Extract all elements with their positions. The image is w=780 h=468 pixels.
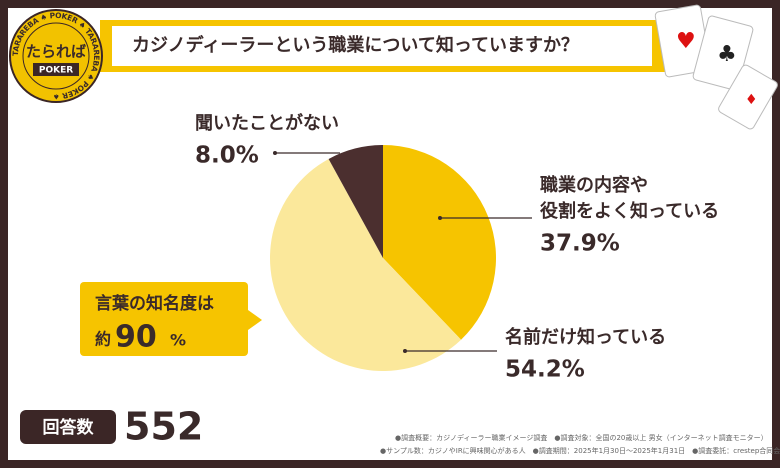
callout-prefix: 約 — [95, 330, 111, 349]
logo-sub: POKER — [39, 66, 73, 76]
note: ●サンプル数：カジノやIRに興味関心がある人 ●調査期間：2025年1月30日〜… — [380, 446, 780, 455]
respondent-count: 552 — [124, 405, 203, 449]
leader-dot — [273, 151, 277, 155]
note: ●調査概要：カジノディーラー職業イメージ調査 ●調査対象：全国の20歳以上 男女… — [395, 433, 768, 442]
slice-value: 37.9% — [540, 231, 620, 257]
slice-value: 8.0% — [195, 143, 259, 169]
svg-text:♣: ♣ — [717, 42, 737, 67]
callout-line: 言葉の知名度は — [95, 293, 214, 314]
logo-main: たられば — [26, 43, 86, 61]
leader-dot — [403, 349, 407, 353]
title-box — [112, 26, 652, 66]
pie-slice — [383, 145, 496, 340]
leader-dot — [438, 216, 442, 220]
slice-label: 名前だけ知っている — [505, 326, 666, 348]
badge-label: 回答数 — [43, 417, 95, 438]
callout-unit: % — [170, 331, 186, 350]
cards: ♥ ♣ ♦ — [654, 4, 778, 130]
slice-label: 聞いたことがない — [195, 112, 339, 134]
svg-text:♦: ♦ — [745, 92, 758, 108]
pie-slice — [269, 158, 462, 372]
callout-value: 90 — [115, 320, 157, 355]
svg-text:♥: ♥ — [676, 29, 696, 54]
slice-value: 54.2% — [505, 357, 585, 383]
logo: TARAREBA ♠ POKER ♠ TARAREBA ♠ POKER ♠ たら… — [9, 9, 103, 103]
slice-label: 職業の内容や — [540, 174, 648, 196]
callout: 言葉の知名度は 約 90 % — [80, 282, 262, 356]
badge — [20, 410, 116, 444]
slice-label: 役割をよく知っている — [540, 200, 719, 222]
pie-slice — [328, 145, 383, 258]
chart-title: カジノディーラーという職業について知っていますか？ — [132, 34, 579, 56]
